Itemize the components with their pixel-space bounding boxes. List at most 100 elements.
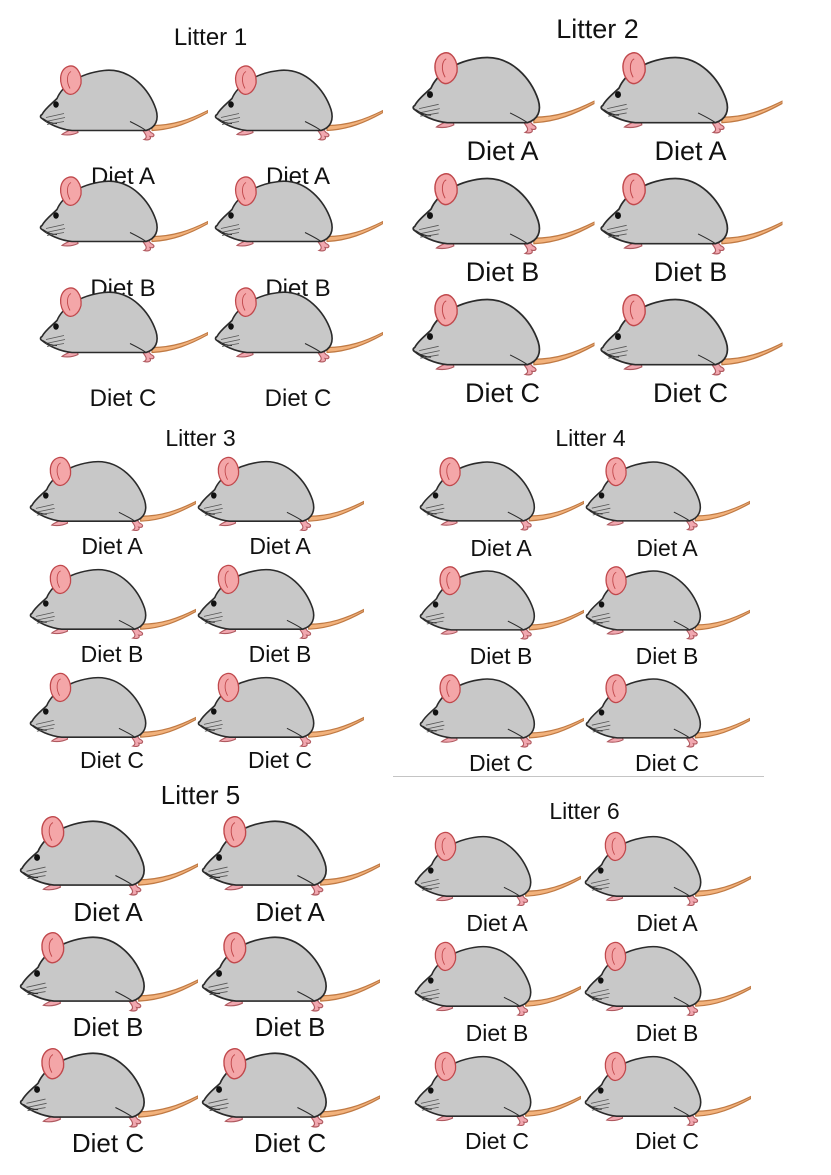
- mouse-icon: [582, 938, 752, 1022]
- mouse-icon: [28, 669, 196, 753]
- diet-label: Diet C: [464, 378, 540, 408]
- mouse-1: Diet A: [28, 453, 196, 583]
- mouse-icon: [213, 56, 383, 152]
- diet-label: Diet A: [81, 533, 143, 559]
- diet-label: Diet B: [653, 257, 728, 287]
- litter-title: Litter 3: [165, 425, 236, 451]
- litter-1: Litter 1 Diet A Diet A Diet B Diet B Die…: [38, 26, 383, 411]
- mouse-4: Diet B: [584, 562, 750, 692]
- diet-label: Diet C: [89, 385, 157, 412]
- mouse-icon: [582, 1048, 752, 1132]
- diet-label: Diet B: [469, 643, 533, 669]
- diet-label: Diet C: [469, 750, 533, 776]
- mouse-icon: [418, 670, 584, 754]
- mouse-1: Diet A: [412, 828, 582, 958]
- mouse-icon: [412, 938, 582, 1022]
- mouse-icon: [410, 48, 595, 140]
- litter-6: Litter 6 Diet A Diet A Diet B Diet B Die…: [412, 800, 757, 1175]
- mouse-icon: [598, 48, 783, 140]
- mouse-1: Diet A: [410, 48, 595, 198]
- mouse-icon: [196, 453, 364, 537]
- diet-label: Diet C: [635, 1128, 699, 1154]
- mouse-icon: [412, 1048, 582, 1132]
- mouse-icon: [410, 290, 595, 382]
- mouse-icon: [28, 453, 196, 537]
- mouse-3: Diet B: [418, 562, 584, 692]
- diet-label: Diet B: [80, 641, 144, 667]
- mouse-icon: [213, 167, 383, 263]
- mouse-6: Diet C: [598, 290, 783, 440]
- litter-title: Litter 5: [160, 780, 241, 810]
- mouse-6: Diet C: [196, 669, 364, 799]
- diet-label: Diet B: [635, 643, 699, 669]
- diet-label: Diet B: [254, 1012, 326, 1042]
- litter-5: Litter 5 Diet A Diet A Diet B Diet B Die…: [18, 782, 383, 1175]
- mouse-icon: [598, 169, 783, 261]
- diet-label: Diet A: [654, 136, 727, 166]
- diet-label: Diet A: [636, 910, 698, 936]
- mouse-3: Diet B: [412, 938, 582, 1068]
- mouse-icon: [18, 812, 198, 902]
- mouse-5: Diet C: [418, 670, 584, 800]
- mouse-1: Diet A: [18, 812, 198, 952]
- diet-label: Diet C: [264, 385, 332, 412]
- mouse-4: Diet B: [582, 938, 752, 1068]
- diet-label: Diet C: [465, 1128, 529, 1154]
- mouse-5: Diet C: [38, 278, 208, 418]
- mouse-icon: [18, 1044, 198, 1134]
- mouse-4: Diet B: [598, 169, 783, 319]
- litter-title: Litter 2: [556, 14, 639, 44]
- mouse-icon: [28, 561, 196, 645]
- mouse-4: Diet B: [196, 561, 364, 691]
- diet-label: Diet A: [636, 535, 698, 561]
- diet-label: Diet C: [71, 1128, 145, 1158]
- mouse-icon: [598, 290, 783, 382]
- diet-label: Diet C: [652, 378, 728, 408]
- diet-label: Diet A: [255, 897, 325, 927]
- diet-label: Diet A: [470, 535, 532, 561]
- diet-label: Diet B: [72, 1012, 144, 1042]
- litter-title: Litter 6: [549, 798, 620, 824]
- mouse-icon: [38, 278, 208, 374]
- diet-label: Diet B: [465, 1020, 529, 1046]
- mouse-5: Diet C: [18, 1044, 198, 1175]
- mouse-2: Diet A: [196, 453, 364, 583]
- mouse-icon: [584, 562, 750, 646]
- diet-label: Diet C: [253, 1128, 327, 1158]
- mouse-icon: [18, 928, 198, 1018]
- diet-label: Diet A: [73, 897, 143, 927]
- mouse-2: Diet A: [598, 48, 783, 198]
- mouse-1: Diet A: [418, 453, 584, 583]
- mouse-6: Diet C: [200, 1044, 380, 1175]
- mouse-icon: [38, 167, 208, 263]
- mouse-icon: [213, 278, 383, 374]
- diet-label: Diet A: [466, 136, 539, 166]
- mouse-3: Diet B: [410, 169, 595, 319]
- mouse-3: Diet B: [18, 928, 198, 1068]
- litter-4: Litter 4 Diet A Diet A Diet B Diet B Die…: [418, 427, 763, 777]
- diet-label: Diet B: [248, 641, 312, 667]
- mouse-2: Diet A: [582, 828, 752, 958]
- mouse-icon: [418, 453, 584, 537]
- mouse-icon: [584, 670, 750, 754]
- litter-3: Litter 3 Diet A Diet A Diet B Diet B Die…: [28, 427, 373, 777]
- mouse-icon: [418, 562, 584, 646]
- diet-label: Diet A: [466, 910, 528, 936]
- mouse-icon: [196, 669, 364, 753]
- mouse-icon: [200, 812, 380, 902]
- mouse-2: Diet A: [584, 453, 750, 583]
- diet-label: Diet B: [465, 257, 540, 287]
- mouse-2: Diet A: [200, 812, 380, 952]
- mouse-icon: [584, 453, 750, 537]
- mouse-icon: [38, 56, 208, 152]
- mouse-6: Diet C: [582, 1048, 752, 1174]
- divider: [393, 776, 764, 777]
- litter-2: Litter 2 Diet A Diet A Diet B Diet B Die…: [410, 16, 785, 411]
- diet-label: Diet C: [248, 747, 312, 773]
- diet-label: Diet C: [635, 750, 699, 776]
- mouse-5: Diet C: [28, 669, 196, 799]
- mouse-icon: [410, 169, 595, 261]
- mouse-icon: [582, 828, 752, 912]
- mouse-icon: [196, 561, 364, 645]
- mouse-6: Diet C: [213, 278, 383, 418]
